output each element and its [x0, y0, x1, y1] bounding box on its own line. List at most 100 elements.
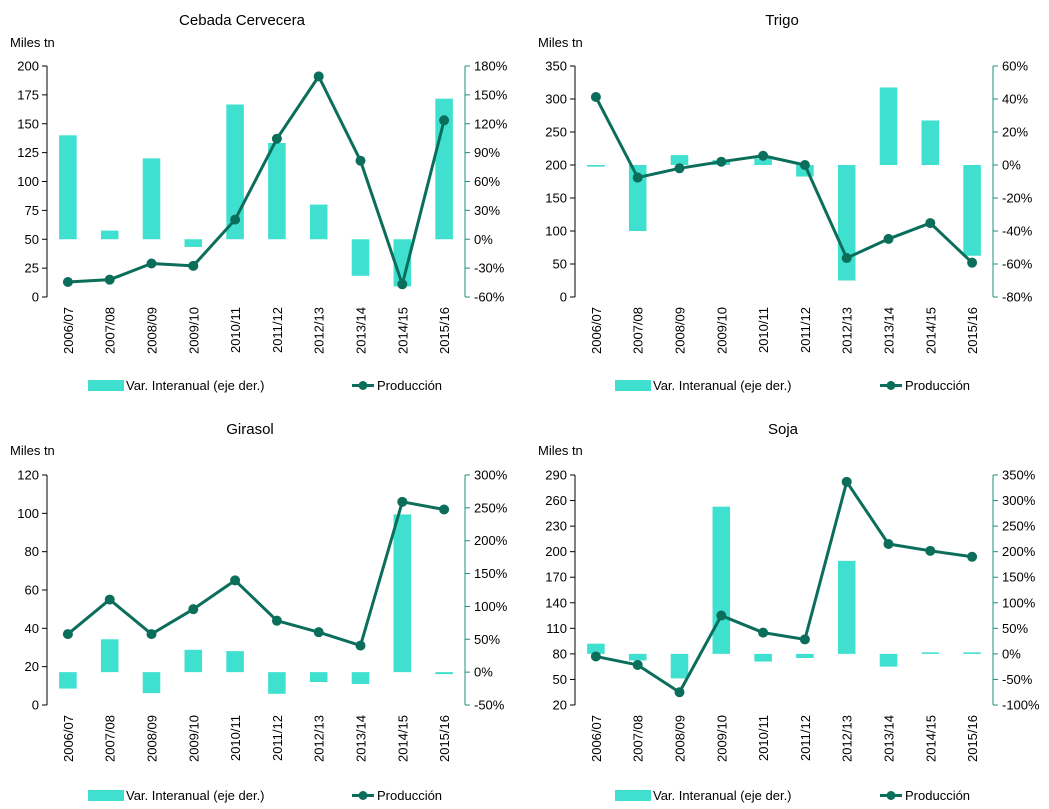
- left-tick-label: 290: [545, 468, 567, 483]
- left-tick-label: 75: [25, 203, 39, 218]
- bar-2014-15: [393, 514, 412, 673]
- production-point-2014-15: [397, 496, 408, 507]
- x-tick-label: 2008/09: [673, 715, 688, 762]
- bar-2010-11: [226, 104, 244, 240]
- x-tick-label: 2014/15: [923, 307, 938, 354]
- x-tick-label: 2008/09: [145, 715, 160, 762]
- bar-2011-12: [796, 165, 814, 177]
- right-tick-label: 200%: [1002, 544, 1036, 559]
- bar-2010-11: [754, 653, 772, 662]
- bar-2015-16: [963, 652, 981, 654]
- production-line: [595, 480, 973, 694]
- production-point-2006-07: [62, 276, 73, 287]
- y-axis-label: Miles tn: [10, 443, 55, 458]
- right-tick-label: -80%: [1002, 290, 1033, 305]
- production-line: [67, 74, 446, 286]
- chart-title: Soja: [768, 421, 799, 438]
- right-tick-label: -20%: [1002, 191, 1033, 206]
- bar-2009-10: [712, 506, 731, 654]
- bar-2010-11: [226, 651, 244, 673]
- bar-2015-16: [963, 165, 981, 256]
- bar-2007-08: [628, 653, 647, 661]
- right-tick-label: 0%: [1002, 158, 1021, 173]
- production-point-2007-08: [104, 594, 115, 605]
- bar-2012-13: [837, 165, 856, 281]
- right-tick-label: -40%: [1002, 224, 1033, 239]
- left-tick-label: 125: [17, 145, 39, 160]
- legend-line-marker: [358, 791, 368, 800]
- right-tick-label: 100%: [1002, 595, 1036, 610]
- x-tick-label: 2007/08: [631, 715, 646, 762]
- bar-2011-12: [796, 653, 814, 658]
- left-tick-label: 25: [25, 261, 39, 276]
- production-point-2013-14: [355, 640, 366, 651]
- legend-bar-swatch: [615, 790, 651, 801]
- x-tick-label: 2012/13: [312, 715, 327, 762]
- x-tick-label: 2012/13: [840, 307, 855, 354]
- production-point-2008-09: [674, 687, 685, 698]
- x-tick-label: 2006/07: [61, 715, 76, 762]
- production-point-2012-13: [841, 253, 852, 264]
- right-tick-label: 60%: [474, 174, 500, 189]
- bar-2008-09: [142, 672, 161, 694]
- x-tick-label: 2013/14: [882, 715, 897, 762]
- left-tick-label: 250: [545, 125, 567, 140]
- bar-2008-09: [142, 158, 161, 240]
- x-tick-label: 2013/14: [882, 307, 897, 354]
- left-tick-label: 100: [17, 174, 39, 189]
- production-point-2013-14: [883, 233, 894, 244]
- production-point-2007-08: [104, 274, 115, 285]
- left-tick-label: 230: [545, 519, 567, 534]
- right-tick-label: 300%: [474, 468, 508, 483]
- legend-line-marker: [358, 381, 368, 390]
- right-tick-label: 200%: [474, 533, 508, 548]
- bar-2012-13: [309, 204, 328, 240]
- bar-2011-12: [268, 143, 286, 240]
- production-point-2011-12: [271, 133, 282, 144]
- right-tick-label: -50%: [1002, 672, 1033, 687]
- bar-2009-10: [184, 239, 203, 247]
- y-axis-label: Miles tn: [10, 35, 55, 50]
- right-tick-label: -50%: [474, 698, 505, 713]
- legend-bar-swatch: [88, 790, 124, 801]
- x-tick-label: 2011/12: [270, 307, 285, 353]
- right-tick-label: 100%: [474, 599, 508, 614]
- right-tick-label: 300%: [1002, 493, 1036, 508]
- production-point-2015-16: [439, 115, 450, 126]
- bar-2006-07: [59, 672, 77, 689]
- x-tick-label: 2011/12: [798, 715, 813, 761]
- legend: Var. Interanual (eje der.) Producción: [615, 788, 970, 803]
- x-tick-label: 2014/15: [923, 715, 938, 762]
- production-point-2009-10: [716, 156, 727, 167]
- bar-2015-16: [435, 672, 453, 675]
- production-point-2010-11: [230, 575, 241, 586]
- right-tick-label: 180%: [474, 59, 508, 74]
- x-tick-label: 2011/12: [798, 307, 813, 353]
- left-tick-label: 120: [17, 468, 39, 483]
- right-tick-label: -60%: [1002, 257, 1033, 272]
- right-tick-label: 150%: [1002, 570, 1036, 585]
- production-point-2014-15: [925, 545, 936, 556]
- production-point-2015-16: [967, 551, 978, 562]
- bar-2010-11: [754, 158, 772, 165]
- right-tick-label: 0%: [1002, 646, 1021, 661]
- x-tick-label: 2010/11: [756, 715, 771, 761]
- bar-2007-08: [628, 165, 647, 231]
- bar-2006-07: [587, 165, 605, 167]
- y-axis-label: Miles tn: [538, 35, 583, 50]
- bar-2007-08: [100, 230, 119, 240]
- legend-bar-label: Var. Interanual (eje der.): [126, 788, 265, 803]
- production-point-2015-16: [967, 257, 978, 268]
- right-tick-label: 90%: [474, 145, 500, 160]
- x-tick-label: 2008/09: [673, 307, 688, 354]
- left-tick-label: 0: [560, 290, 567, 305]
- left-tick-label: 0: [32, 698, 39, 713]
- right-tick-label: 50%: [1002, 621, 1028, 636]
- production-line: [594, 96, 974, 264]
- chart-panel-1: Cebada Cervecera Miles tn 0 25 50 75 100 125 150…: [10, 12, 508, 393]
- bar-2011-12: [268, 672, 286, 694]
- left-tick-label: 140: [545, 595, 567, 610]
- right-tick-label: 350%: [1002, 468, 1036, 483]
- left-tick-label: 20: [553, 698, 567, 713]
- production-point-2012-13: [313, 71, 324, 82]
